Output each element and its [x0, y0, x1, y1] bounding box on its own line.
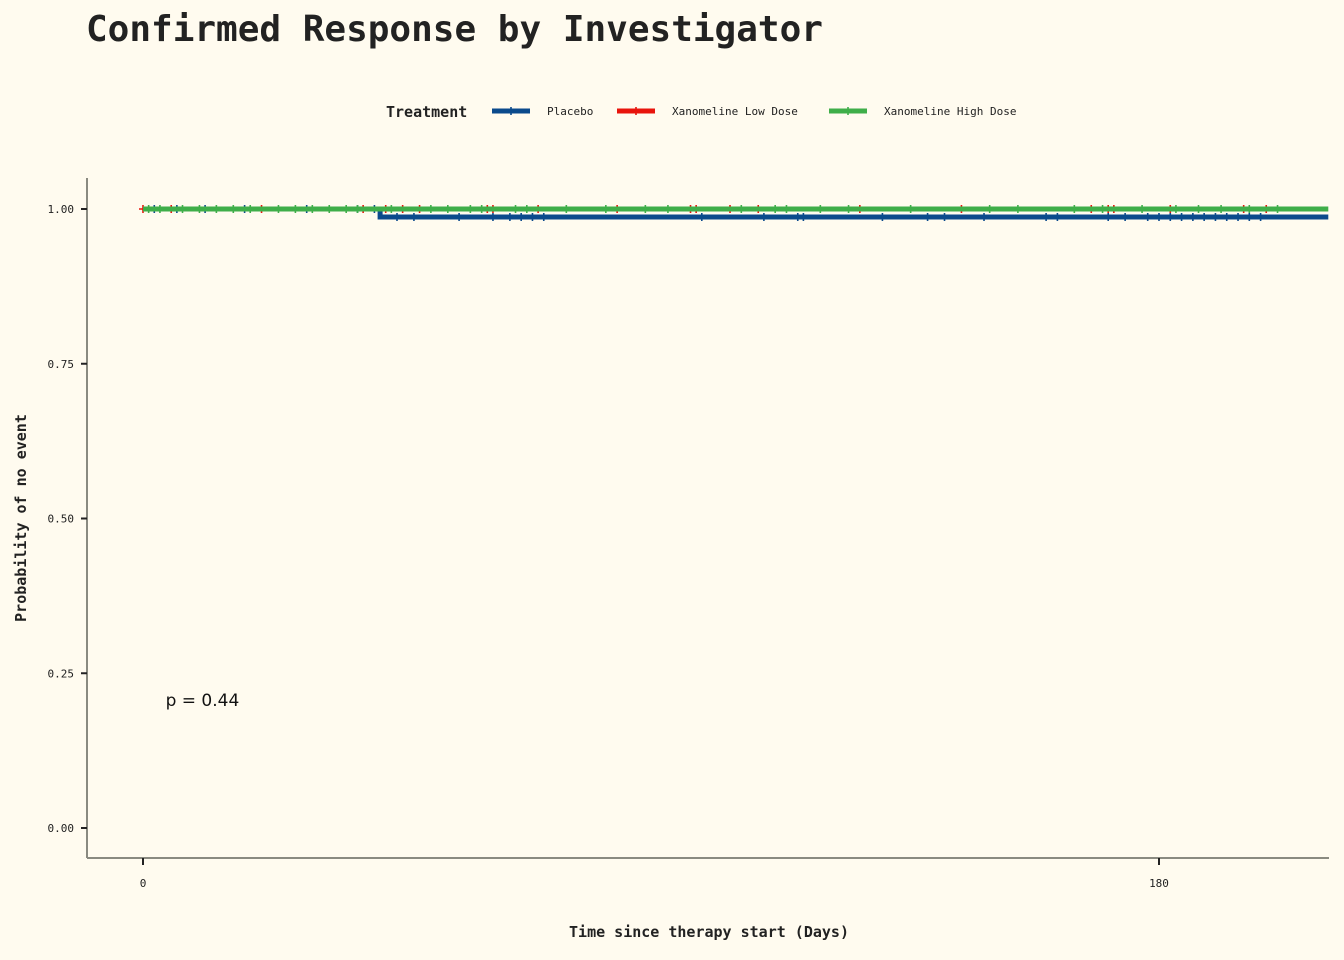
legend-label: Xanomeline Low Dose: [672, 105, 798, 118]
censor-mark: [144, 205, 153, 213]
censor-mark: [426, 205, 435, 213]
y-tick-label: 0.25: [48, 667, 75, 680]
censor-mark: [1070, 205, 1079, 213]
censor-mark: [1121, 213, 1130, 222]
censor-mark: [1013, 205, 1022, 213]
censor-mark: [178, 205, 187, 213]
censor-mark: [1166, 213, 1175, 222]
y-tick-label: 0.00: [48, 822, 75, 835]
legend-key-mark: [507, 107, 515, 115]
censor-mark: [195, 205, 204, 213]
censor-mark: [505, 213, 514, 222]
censor-mark: [1273, 205, 1282, 213]
x-axis-title: Time since therapy start (Days): [569, 923, 849, 941]
censor-mark: [1217, 205, 1226, 213]
censor-mark: [906, 205, 915, 213]
censor-mark: [1143, 213, 1152, 222]
censor-mark: [1053, 213, 1062, 222]
censor-mark: [1245, 205, 1254, 213]
censor-mark: [342, 205, 351, 213]
censor-mark: [1222, 213, 1231, 222]
censor-mark: [1194, 205, 1203, 213]
censor-mark: [1042, 213, 1051, 222]
censor-mark: [274, 205, 283, 213]
legend-label: Placebo: [547, 105, 593, 118]
censor-mark: [980, 213, 989, 222]
censor-mark: [1188, 213, 1197, 222]
p-value-annotation: p = 0.44: [166, 691, 240, 711]
legend-key-mark: [632, 107, 640, 115]
censor-mark: [246, 205, 255, 213]
x-axis: 0 180: [87, 857, 1329, 890]
censor-mark: [212, 205, 221, 213]
censor-mark: [393, 213, 401, 222]
legend: Treatment Placebo Xanomeline Low Dose Xano…: [386, 103, 1016, 121]
censor-mark: [291, 205, 300, 213]
y-axis: 0.00 0.25 0.50 0.75 1.00: [48, 178, 88, 858]
censor-mark: [1234, 213, 1243, 222]
censor-mark: [759, 213, 768, 222]
censor-mark: [771, 205, 780, 213]
censor-mark: [1155, 213, 1163, 222]
legend-key-mark: [844, 107, 852, 115]
censor-mark: [539, 213, 548, 222]
censor-mark: [697, 213, 706, 222]
censor-mark: [466, 205, 475, 213]
censor-mark: [601, 205, 610, 213]
censor-mark: [1245, 213, 1254, 222]
censor-mark: [1138, 205, 1147, 213]
legend-label: Xanomeline High Dose: [884, 105, 1016, 118]
censor-mark: [409, 213, 418, 222]
series-xanomeline-high-dose: [143, 205, 1329, 213]
censor-mark: [1171, 205, 1180, 213]
x-tick-label: 180: [1149, 877, 1169, 890]
censor-mark: [155, 205, 164, 213]
y-tick-label: 0.75: [48, 358, 75, 371]
legend-title: Treatment: [386, 103, 467, 121]
censor-mark: [1098, 205, 1107, 213]
censor-mark: [1211, 213, 1220, 222]
censor-mark: [477, 205, 486, 213]
censor-mark: [353, 205, 362, 213]
censor-mark: [511, 205, 520, 213]
censor-mark: [528, 213, 537, 222]
censor-mark: [522, 205, 531, 213]
censor-mark: [443, 205, 452, 213]
censor-mark: [782, 205, 791, 213]
censor-mark: [663, 205, 672, 213]
censor-mark: [455, 213, 464, 222]
censor-mark: [737, 205, 746, 213]
censor-mark: [985, 205, 994, 213]
chart-title: Confirmed Response by Investigator: [86, 9, 823, 50]
censor-mark: [1256, 213, 1265, 222]
censor-mark: [488, 213, 497, 222]
y-tick-label: 1.00: [48, 203, 75, 216]
censor-mark: [816, 205, 825, 213]
y-tick-label: 0.50: [48, 513, 75, 526]
censor-mark: [1200, 213, 1209, 222]
censor-mark: [562, 205, 571, 213]
survival-curves: [139, 205, 1329, 222]
censor-mark: [799, 213, 808, 222]
censor-mark: [940, 213, 949, 222]
x-tick-label: 0: [140, 877, 147, 890]
censor-mark: [387, 205, 396, 213]
y-axis-title: Probability of no event: [12, 414, 30, 622]
censor-mark: [844, 205, 853, 213]
censor-mark: [1104, 213, 1113, 222]
censor-mark: [923, 213, 932, 222]
censor-mark: [1177, 213, 1186, 222]
censor-mark: [517, 213, 526, 222]
censor-mark: [229, 205, 238, 213]
censor-mark: [878, 213, 887, 222]
censor-mark: [641, 205, 650, 213]
censor-mark: [308, 205, 317, 213]
censor-mark: [325, 205, 334, 213]
